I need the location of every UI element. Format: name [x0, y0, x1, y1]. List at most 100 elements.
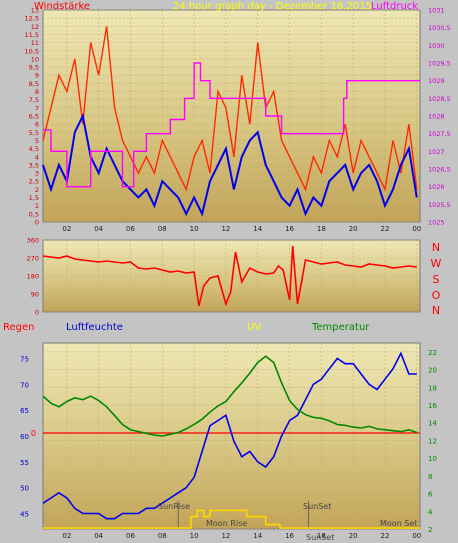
compass-n-bottom: N [432, 304, 440, 317]
temperature-y-tick-label: 16 [428, 402, 437, 410]
pressure-y-tick-label: 1031 [428, 7, 445, 15]
series-wind-direction [42, 245, 417, 307]
direction-y-tick-label: 90 [31, 291, 39, 299]
temperature-y-tick-label: 10 [428, 455, 437, 463]
climate-x-tick-label: 22 [381, 532, 390, 540]
pressure-y-tick-label: 1025 [428, 219, 445, 227]
temperature-y-tick-label: 4 [428, 508, 433, 516]
wind-y-tick-label: 10,5 [25, 47, 39, 55]
wind-y-tick-label: 13 [31, 7, 39, 15]
wind-y-tick-label: 12 [31, 23, 39, 31]
series-temperature [42, 355, 418, 437]
sunrise-annotation: SunRise [158, 502, 190, 511]
temperature-y-tick-label: 12 [428, 437, 437, 445]
humidity-y-tick-label: 45 [20, 511, 29, 519]
wind-y-tick-label: 8,5 [29, 80, 39, 88]
pressure-y-tick-label: 1030,5 [428, 24, 451, 32]
wind-y-tick-label: 2,5 [29, 178, 39, 186]
wind-y-tick-label: 3 [35, 170, 39, 178]
series-pressure [43, 62, 420, 188]
wind-x-tick-label: 02 [62, 225, 71, 233]
humidity-y-tick-label: 60 [20, 433, 29, 441]
wind-x-tick-label: 12 [221, 225, 230, 233]
uv-label: UV [247, 322, 261, 333]
climate-x-tick-label: 12 [221, 532, 230, 540]
direction-y-tick-label: 360 [27, 237, 39, 245]
compass-s: S [433, 273, 440, 286]
sunset-axis-annotation: SunSet [306, 533, 334, 542]
rain-label: Regen [3, 322, 35, 333]
wind-x-tick-label: 04 [94, 225, 103, 233]
compass-n-top: N [432, 241, 440, 254]
pressure-y-tick-label: 1026,5 [428, 166, 451, 174]
climate-x-tick-label: 06 [126, 532, 135, 540]
climate-x-tick-label: 16 [285, 532, 294, 540]
temperature-y-tick-label: 2 [428, 526, 432, 534]
temperature-y-tick-label: 22 [428, 349, 437, 357]
wind-y-tick-label: 2 [35, 186, 39, 194]
wind-y-tick-label: 7,5 [29, 96, 39, 104]
series-wind-gust [42, 112, 418, 217]
pressure-y-tick-label: 1027,5 [428, 130, 451, 138]
series-uv [43, 509, 420, 529]
humidity-y-tick-label: 65 [20, 407, 29, 415]
pressure-y-tick-label: 1029,5 [428, 60, 451, 68]
pressure-y-tick-label: 1028 [428, 113, 445, 121]
wind-y-tick-label: 4,5 [29, 145, 39, 153]
wind-x-tick-label: 20 [349, 225, 358, 233]
wind-x-tick-label: 00 [412, 225, 421, 233]
wind-y-tick-label: 5,5 [29, 129, 39, 137]
wind-y-tick-label: 10 [31, 55, 39, 63]
climate-x-tick-label: 02 [62, 532, 71, 540]
wind-y-tick-label: 4 [35, 153, 39, 161]
wind-x-tick-label: 08 [158, 225, 167, 233]
temperature-y-tick-label: 18 [428, 384, 437, 392]
wind-x-tick-label: 22 [381, 225, 390, 233]
climate-x-tick-label: 00 [412, 532, 421, 540]
moonrise-annotation: Moon Rise [206, 519, 247, 528]
wind-y-tick-label: 12,5 [25, 15, 39, 23]
wind-y-tick-label: 7 [35, 104, 39, 112]
wind-y-tick-label: 11 [31, 39, 39, 47]
climate-x-tick-label: 14 [253, 532, 262, 540]
humidity-label: Luftfeuchte [66, 322, 123, 333]
climate-x-tick-label: 18 [317, 532, 326, 540]
temperature-y-tick-label: 14 [428, 420, 437, 428]
temperature-y-tick-label: 6 [428, 491, 433, 499]
pressure-y-tick-label: 1028,5 [428, 95, 451, 103]
wind-y-tick-label: 0,5 [29, 210, 39, 218]
direction-y-tick-label: 0 [35, 309, 39, 317]
wind-y-tick-label: 9,5 [29, 64, 39, 72]
rain-value-label: 0 [31, 429, 36, 438]
wind-y-tick-label: 0 [35, 219, 39, 227]
wind-y-tick-label: 5 [35, 137, 39, 145]
climate-x-tick-label: 04 [94, 532, 103, 540]
moonset-annotation: Moon Set [380, 519, 417, 528]
pressure-y-tick-label: 1030 [428, 42, 445, 50]
chart-main-title: 24 hour graph day - Dezember 16.2015 [173, 1, 372, 12]
wind-speed-title: Windstärke [34, 1, 90, 12]
wind-x-tick-label: 06 [126, 225, 135, 233]
compass-o: O [432, 289, 441, 302]
wind-y-tick-label: 6,5 [29, 113, 39, 121]
climate-x-tick-label: 10 [190, 532, 199, 540]
wind-y-tick-label: 9 [35, 72, 39, 80]
humidity-y-tick-label: 70 [20, 381, 29, 389]
temperature-label: Temperatur [311, 322, 370, 333]
wind-y-tick-label: 3,5 [29, 161, 39, 169]
pressure-title: Luftdruck [371, 1, 418, 12]
pressure-y-tick-label: 1029 [428, 77, 445, 85]
pressure-y-tick-label: 1026 [428, 183, 445, 191]
climate-x-tick-label: 08 [158, 532, 167, 540]
climate-x-tick-label: 20 [349, 532, 358, 540]
series-wind-speed [42, 26, 418, 192]
humidity-y-tick-label: 50 [20, 485, 29, 493]
pressure-y-tick-label: 1027 [428, 148, 445, 156]
wind-x-tick-label: 14 [253, 225, 262, 233]
wind-y-tick-label: 1 [35, 202, 39, 210]
temperature-y-tick-label: 8 [428, 473, 432, 481]
pressure-y-tick-label: 1025,5 [428, 201, 451, 209]
sunset-annotation: SunSet [303, 502, 331, 511]
direction-y-tick-label: 180 [27, 273, 39, 281]
